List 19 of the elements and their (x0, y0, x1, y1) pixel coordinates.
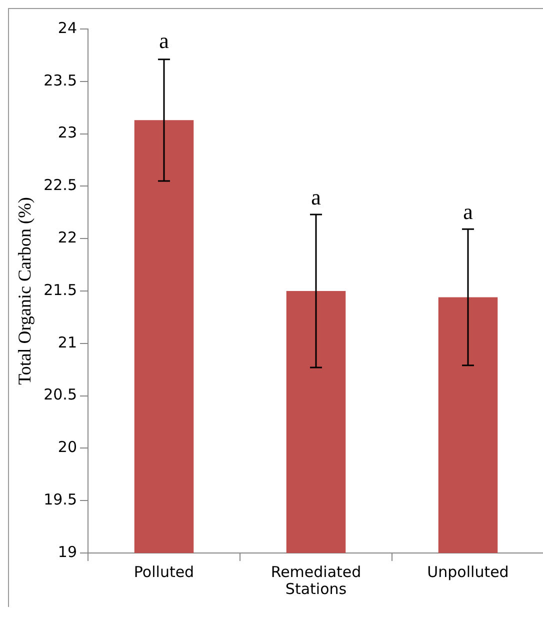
y-tick-label: 19 (58, 542, 77, 561)
x-tick-label: Polluted (134, 562, 194, 581)
x-tick-label: Unpolluted (427, 562, 509, 581)
annotation: a (159, 28, 170, 54)
y-tick-label: 20 (58, 438, 77, 456)
y-tick-label: 24 (58, 18, 77, 37)
y-tick-label: 20.5 (44, 386, 77, 404)
x-tick-label: Remediated (270, 562, 362, 581)
y-tick-label: 23 (58, 124, 77, 142)
annotation: a (463, 198, 474, 224)
y-tick-label: 23.5 (44, 71, 77, 90)
y-axis-title: Total Organic Carbon (%) (14, 197, 35, 385)
y-tick-label: 22 (58, 228, 77, 246)
y-tick-label: 21.5 (44, 280, 77, 299)
y-tick-label: 21 (58, 333, 77, 352)
x-axis-title: Stations (285, 580, 347, 598)
annotation: a (311, 184, 322, 210)
y-tick-label: 22.5 (44, 176, 77, 194)
y-tick-label: 19.5 (44, 490, 77, 508)
